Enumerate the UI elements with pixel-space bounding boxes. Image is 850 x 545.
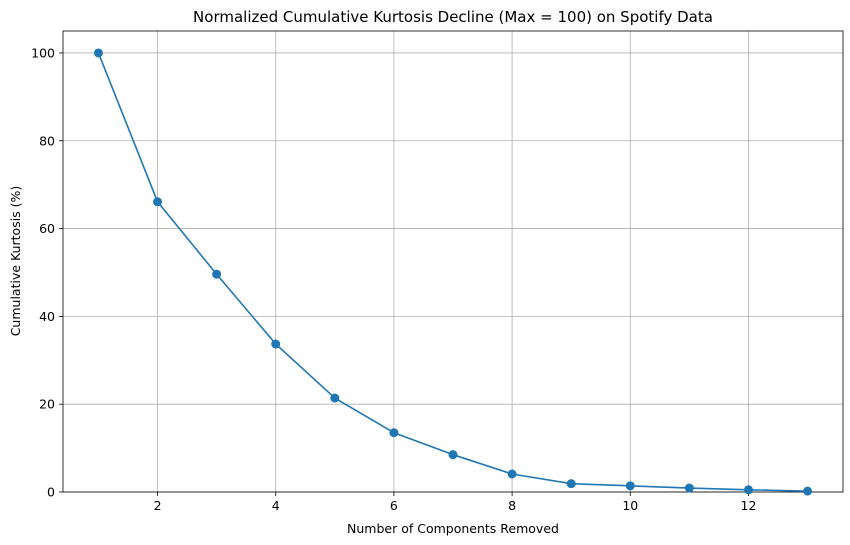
data-point xyxy=(684,483,694,493)
data-point xyxy=(271,339,281,349)
data-point xyxy=(330,393,340,403)
data-point xyxy=(448,450,458,460)
x-tick-label: 8 xyxy=(508,498,516,513)
data-point xyxy=(212,269,222,279)
series-layer xyxy=(93,48,813,496)
data-point xyxy=(93,48,103,58)
y-tick-label: 20 xyxy=(39,397,55,412)
chart-title: Normalized Cumulative Kurtosis Decline (… xyxy=(193,8,713,26)
data-point xyxy=(389,428,399,438)
y-tick-label: 40 xyxy=(39,309,55,324)
y-axis-title: Cumulative Kurtosis (%) xyxy=(8,186,23,337)
data-point xyxy=(625,481,635,491)
data-point xyxy=(153,197,163,207)
x-tick-label: 10 xyxy=(622,498,638,513)
x-axis-title: Number of Components Removed xyxy=(347,521,559,536)
x-tick-label: 12 xyxy=(741,498,757,513)
y-tick-label: 80 xyxy=(39,133,55,148)
x-tick-label: 2 xyxy=(154,498,162,513)
x-tick-label: 4 xyxy=(272,498,280,513)
y-tick-label: 60 xyxy=(39,221,55,236)
x-tick-label: 6 xyxy=(390,498,398,513)
data-point xyxy=(507,469,517,479)
axes: 2 4 6 8 10 12 0 20 40 60 80 100 xyxy=(31,30,844,513)
data-point xyxy=(566,479,576,489)
data-point xyxy=(803,486,813,496)
y-tick-label: 100 xyxy=(31,45,55,60)
plot-area-frame xyxy=(62,30,844,493)
data-point xyxy=(743,485,753,495)
y-tick-label: 0 xyxy=(47,485,55,500)
